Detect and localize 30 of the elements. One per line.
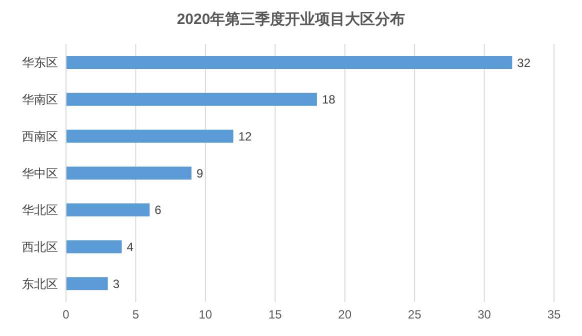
x-tick-label: 10: [198, 308, 212, 322]
x-tick-label: 20: [338, 308, 352, 322]
y-tick-label: 华北区: [22, 203, 58, 218]
y-tick-label: 华中区: [22, 166, 58, 180]
data-label: 12: [238, 129, 252, 144]
data-label: 18: [322, 92, 336, 107]
data-label: 4: [126, 240, 134, 254]
chart-title: 2020年第三季度开业项目大区分布: [176, 10, 406, 30]
x-tick-label: 30: [478, 308, 492, 322]
bar: [66, 130, 234, 143]
data-label: 6: [154, 203, 162, 218]
x-tick-label: 0: [62, 308, 70, 322]
y-tick-label: 华南区: [22, 92, 58, 107]
bar: [66, 166, 192, 180]
y-tick-label: 西南区: [22, 129, 58, 144]
data-label: 9: [196, 166, 204, 180]
y-tick-label: 华东区: [22, 56, 58, 70]
data-label: 3: [112, 276, 120, 291]
bar: [66, 92, 317, 106]
y-tick-label: 东北区: [22, 276, 58, 291]
data-label: 32: [517, 56, 531, 70]
x-tick-label: 5: [132, 308, 140, 322]
bar: [66, 203, 150, 216]
x-tick-label: 35: [547, 308, 561, 322]
x-tick-label: 25: [408, 308, 422, 322]
bar: [66, 277, 108, 290]
bar: [66, 56, 512, 69]
x-tick-label: 15: [268, 308, 282, 322]
bar: [66, 240, 122, 254]
y-tick-label: 西北区: [22, 240, 58, 254]
